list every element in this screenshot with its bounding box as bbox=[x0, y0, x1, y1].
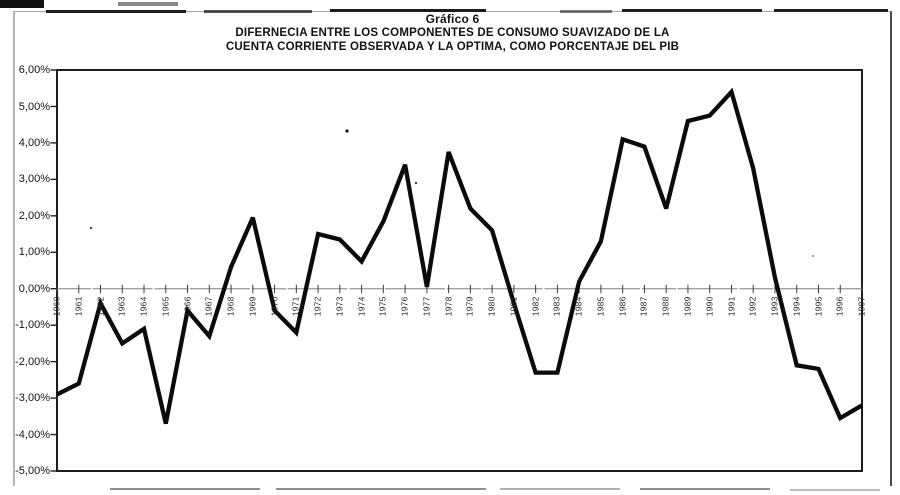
scan-artifact bbox=[276, 488, 486, 490]
x-axis-year-label: 1993 bbox=[769, 296, 780, 316]
y-axis-tick-label: 5,00% bbox=[18, 100, 50, 113]
x-axis-year-label: 1994 bbox=[791, 296, 802, 316]
x-axis-year-label: 1984 bbox=[573, 296, 584, 316]
y-axis-tick-label: -1,00% bbox=[15, 319, 50, 332]
scan-artifact bbox=[622, 9, 762, 12]
scan-artifact bbox=[790, 489, 880, 491]
x-axis-year-label: 1973 bbox=[334, 296, 345, 316]
x-axis-year-label: 1988 bbox=[660, 296, 671, 316]
x-axis-year-label: 1974 bbox=[356, 296, 367, 316]
y-axis-tick-label: 0,00% bbox=[18, 282, 50, 295]
x-axis-year-label: 1979 bbox=[464, 296, 475, 316]
y-axis-tick-label: 2,00% bbox=[18, 209, 50, 222]
x-axis-year-label: 1980 bbox=[486, 296, 497, 316]
x-axis-year-label: 1964 bbox=[138, 296, 149, 316]
scan-speck bbox=[345, 129, 349, 133]
y-axis-tick-label: 1,00% bbox=[18, 246, 50, 259]
y-axis-tick-label: -4,00% bbox=[15, 428, 50, 441]
x-axis-year-label: 1963 bbox=[116, 296, 127, 316]
x-axis-year-label: 1987 bbox=[638, 296, 649, 316]
x-axis-year-label: 1962 bbox=[95, 296, 105, 316]
y-axis-tick-label: 4,00% bbox=[18, 136, 50, 149]
x-axis-year-label: 1997 bbox=[856, 296, 867, 316]
plot-frame bbox=[56, 69, 863, 472]
x-axis-year-label: 1983 bbox=[551, 296, 562, 316]
y-axis-tick-label: -2,00% bbox=[15, 355, 50, 368]
x-axis-year-label: 1977 bbox=[421, 296, 432, 316]
scan-artifact bbox=[46, 10, 186, 13]
chart-title-line2: CUENTA CORRIENTE OBSERVADA Y LA OPTIMA, … bbox=[225, 41, 680, 53]
scan-speck bbox=[812, 255, 814, 257]
x-axis-year-label: 1989 bbox=[682, 296, 693, 316]
x-axis-year-label: 1967 bbox=[203, 296, 214, 316]
x-axis-year-label: 1968 bbox=[225, 296, 236, 316]
x-axis-year-label: 1972 bbox=[312, 296, 323, 316]
x-axis-year-label: 1991 bbox=[726, 296, 736, 316]
x-axis-year-label: 1965 bbox=[160, 296, 171, 316]
x-axis-year-label: 1966 bbox=[182, 296, 192, 316]
chart-title-block: Gráfico 6 DIFERNECIA ENTRE LOS COMPONENT… bbox=[0, 12, 900, 54]
x-axis-year-label: 1982 bbox=[530, 296, 541, 316]
x-axis-year-label: 1978 bbox=[443, 296, 454, 316]
chart-number-label: Gráfico 6 bbox=[425, 12, 480, 26]
x-axis-year-label: 1996 bbox=[834, 296, 845, 316]
x-axis-year-label: 1971 bbox=[290, 296, 301, 316]
data-series-line bbox=[56, 87, 864, 425]
scan-artifact bbox=[774, 9, 888, 12]
scan-artifact bbox=[110, 488, 260, 490]
chart-title-line1: DIFERNECIA ENTRE LOS COMPONENTES DE CONS… bbox=[235, 27, 670, 39]
x-axis-year-label: 1992 bbox=[747, 296, 758, 316]
x-axis-year-label: 1961 bbox=[73, 296, 84, 316]
x-axis-year-label: 1969 bbox=[247, 296, 258, 316]
x-axis-year-label: 1985 bbox=[595, 296, 606, 316]
scan-speck bbox=[89, 226, 93, 230]
scan-artifact bbox=[640, 488, 770, 490]
scan-artifact bbox=[118, 2, 178, 6]
x-axis-year-label: 1986 bbox=[617, 296, 628, 316]
scan-speck bbox=[414, 181, 418, 185]
y-axis-tick-label: 6,00% bbox=[18, 64, 50, 76]
scan-artifact bbox=[500, 488, 620, 490]
x-axis-year-label: 1976 bbox=[399, 296, 410, 316]
x-axis-year-label: 1990 bbox=[704, 296, 715, 316]
scan-artifact bbox=[0, 0, 44, 8]
x-axis-year-label: 1981 bbox=[508, 296, 519, 316]
y-axis-tick-label: 3,00% bbox=[18, 173, 50, 186]
scan-artifact bbox=[560, 10, 612, 13]
x-axis-year-label: 1970 bbox=[269, 296, 280, 316]
x-axis-year-label: 1975 bbox=[377, 296, 388, 316]
x-axis-year-label: 1960 bbox=[51, 296, 62, 316]
x-axis-year-label: 1995 bbox=[813, 296, 823, 316]
y-axis-tick-label: -5,00% bbox=[15, 465, 50, 477]
scan-artifact bbox=[330, 9, 486, 12]
y-axis-tick-label: -3,00% bbox=[15, 392, 50, 405]
scan-artifact bbox=[204, 10, 312, 13]
